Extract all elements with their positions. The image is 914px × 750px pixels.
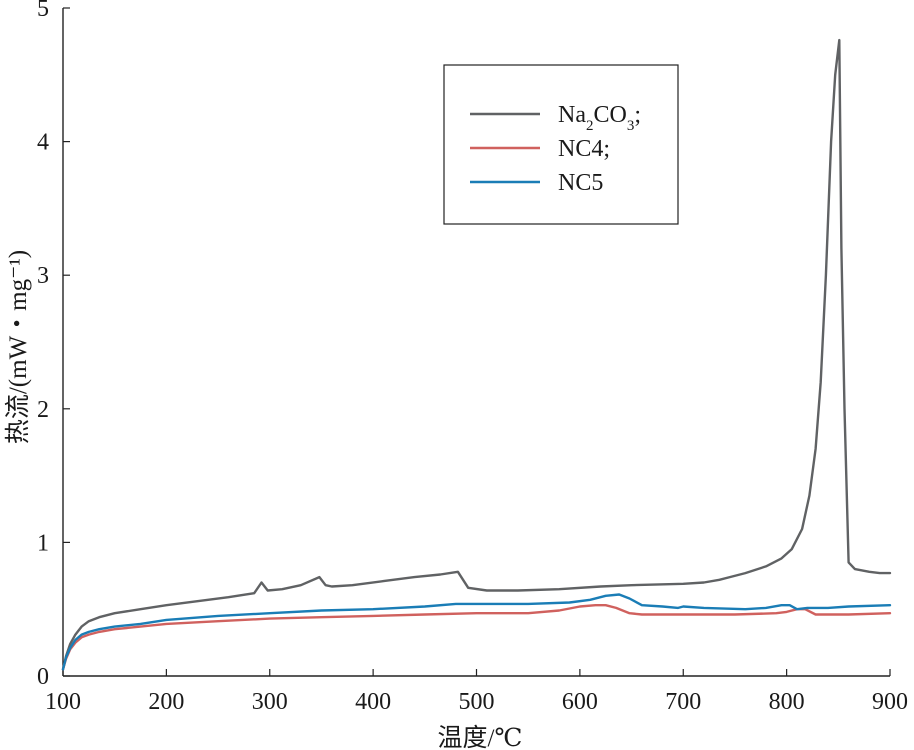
x-axis-title: 温度/℃	[438, 724, 523, 750]
x-tick-label: 200	[148, 689, 184, 715]
series-line-0	[61, 38, 892, 671]
x-tick-label: 500	[459, 689, 495, 715]
y-tick-label: 5	[37, 0, 49, 22]
x-tick-label: 800	[769, 689, 805, 715]
series-lines	[61, 38, 892, 671]
series-line-2	[61, 593, 892, 671]
x-tick-label: 300	[252, 689, 288, 715]
legend-label-1: NC4;	[558, 136, 610, 162]
y-tick-label: 4	[37, 130, 49, 156]
y-tick-label: 0	[37, 664, 49, 690]
y-axis-ticks: 0 1 2 3 4 5	[37, 0, 70, 690]
y-tick-label: 3	[37, 263, 49, 289]
x-tick-label: 900	[872, 689, 908, 715]
y-axis-title: 热流/(mW・mg⁻¹)	[4, 250, 32, 444]
legend: Na2CO3;NC4; NC5	[443, 64, 679, 225]
series-line-1	[61, 604, 892, 671]
x-tick-label: 600	[562, 689, 598, 715]
legend-label-0: Na2CO3;	[558, 102, 641, 134]
legend-label-2: NC5	[558, 170, 603, 196]
x-tick-label: 700	[665, 689, 701, 715]
x-tick-label: 100	[45, 689, 81, 715]
y-tick-label: 2	[37, 397, 49, 423]
y-tick-label: 1	[37, 530, 49, 556]
legend-items: Na2CO3;NC4; NC5	[470, 102, 641, 196]
x-tick-label: 400	[355, 689, 391, 715]
plot-area: 100 200 300 400 500 600 700 800 900 0 1 2 3 4 5	[37, 0, 908, 715]
legend-box	[443, 64, 679, 225]
x-axis-ticks: 100 200 300 400 500 600 700 800 900	[45, 669, 908, 715]
